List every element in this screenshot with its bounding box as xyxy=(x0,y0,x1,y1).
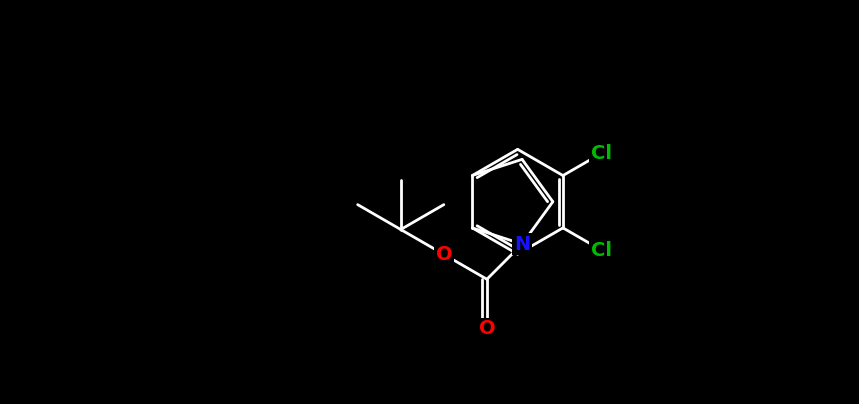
Text: O: O xyxy=(478,320,496,339)
Text: Cl: Cl xyxy=(591,241,612,260)
Text: O: O xyxy=(436,245,452,264)
Text: N: N xyxy=(514,235,530,254)
Text: Cl: Cl xyxy=(591,144,612,163)
